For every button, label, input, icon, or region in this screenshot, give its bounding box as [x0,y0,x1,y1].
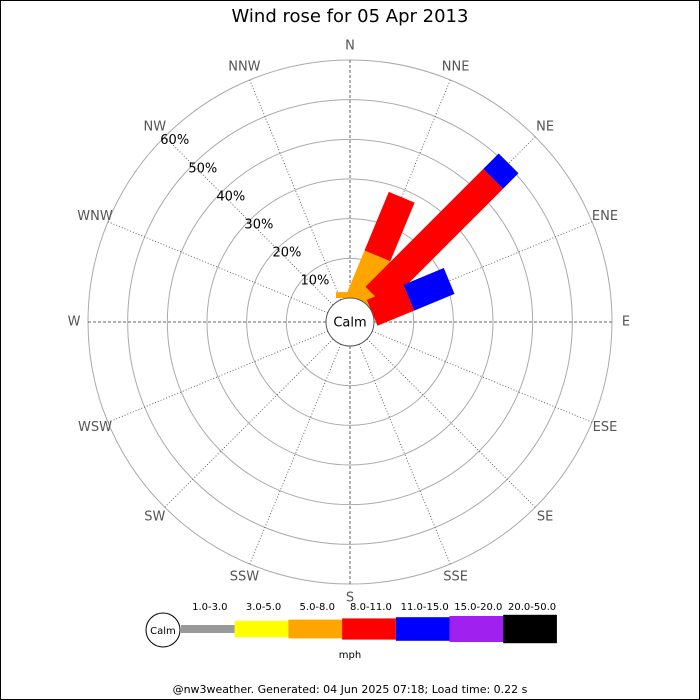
legend-swatch [234,620,289,638]
spoke [249,79,342,301]
direction-label: E [622,315,630,330]
bar-segment [346,338,373,350]
direction-label: WNW [77,209,113,224]
legend-swatch [181,625,235,633]
direction-label: W [68,315,81,330]
direction-label: NW [144,119,167,134]
direction-label: ESE [593,420,618,435]
direction-label: N [345,39,355,54]
grid-ring [285,257,415,387]
direction-label: S [346,591,354,606]
direction-label: WSW [78,420,112,435]
bar-segment [403,268,455,311]
legend-label: 5.0-8.0 [300,602,335,613]
legend-calm-label: Calm [150,626,176,637]
bar-segment [327,294,354,306]
legend-label: 15.0-20.0 [454,602,502,613]
legend-swatch [342,618,396,640]
grid-ring [246,218,454,426]
bar-segment [364,191,415,262]
spoke [371,330,593,423]
bar-segment [322,299,334,326]
grid-ring [127,99,573,545]
bar-segment [388,191,415,203]
legend-unit: mph [339,650,361,661]
legend-label: 3.0-5.0 [246,602,281,613]
grid-ring [206,178,494,466]
r-tick-label: 40% [216,189,245,204]
direction-label: SE [537,510,553,525]
bar-segment [322,318,334,345]
bar-segment [365,168,504,307]
spoke [249,343,342,565]
spoke [366,338,536,508]
direction-label: NE [536,119,554,134]
legend-label: 1.0-3.0 [192,602,227,613]
direction-label: SSW [230,569,260,584]
r-tick-label: 30% [244,217,273,232]
legend-swatch [395,617,450,641]
spoke [107,330,329,423]
direction-label: NNW [228,60,260,75]
direction-label: SSE [443,569,468,584]
bar-segment [483,153,519,189]
bar-segment [366,318,378,345]
direction-label: SW [144,510,165,525]
spoke [164,136,334,306]
r-tick-label: 10% [301,273,330,288]
r-tick-label: 60% [160,133,189,148]
r-tick-label: 20% [272,245,301,260]
legend-swatch [449,616,504,642]
spoke [164,338,334,508]
bar-segment [346,250,391,306]
legend-swatch [503,614,557,644]
chart-title: Wind rose for 05 Apr 2013 [232,6,469,27]
footer: @nw3weather. Generated: 04 Jun 2025 07:1… [173,683,528,696]
legend-label: 8.0-11.0 [350,602,392,613]
direction-label: NNE [442,60,470,75]
r-tick-label: 50% [188,161,217,176]
legend-label: 20.0-50.0 [508,602,556,613]
spoke [107,221,329,314]
direction-label: ENE [592,209,618,224]
calm-circle [325,297,375,347]
legend-calm [145,612,181,648]
grid-ring [166,138,534,506]
legend-swatch [288,619,343,639]
legend-label: 11.0-15.0 [401,602,449,613]
bar-segment [327,338,354,350]
calm-label: Calm [333,316,366,331]
spoke [358,343,451,565]
bar-segment [366,284,415,326]
